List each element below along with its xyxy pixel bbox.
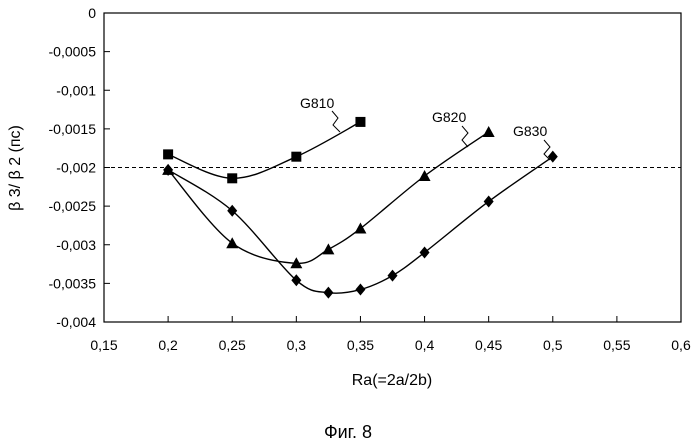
data-point-diamond — [483, 195, 494, 208]
data-point-triangle — [322, 243, 335, 255]
data-point-diamond — [355, 283, 366, 296]
x-tick-label: 0,55 — [603, 337, 630, 353]
x-tick-label: 0,3 — [287, 337, 307, 353]
data-point-square — [163, 149, 174, 160]
x-tick-label: 0,2 — [158, 337, 178, 353]
y-tick-label: -0,004 — [56, 314, 96, 330]
x-tick-label: 0,5 — [543, 337, 563, 353]
y-tick-label: -0,002 — [56, 160, 96, 176]
data-point-diamond — [227, 204, 238, 217]
series-group: G810 G820 G830 — [162, 95, 558, 299]
y-tick-label: -0,001 — [56, 82, 96, 98]
x-axis-title: Ra(=2a/2b) — [352, 372, 433, 389]
data-point-triangle — [418, 169, 431, 181]
series-label: G830 — [513, 123, 547, 139]
data-point-triangle — [226, 237, 239, 249]
x-tick-label: 0,4 — [415, 337, 435, 353]
y-tick-label: 0 — [88, 5, 96, 21]
data-point-diamond — [323, 286, 334, 299]
y-tick-label: -0,0015 — [49, 121, 97, 137]
y-tick-label: -0,003 — [56, 237, 96, 253]
series-label: G810 — [300, 95, 334, 111]
x-tick-label: 0,45 — [475, 337, 502, 353]
x-tick-label: 0,35 — [347, 337, 374, 353]
data-point-triangle — [482, 125, 495, 137]
series-g830: G830 — [163, 123, 558, 299]
data-point-square — [355, 116, 366, 127]
series-leader-line — [331, 110, 341, 133]
series-leader-line — [461, 125, 469, 148]
data-point-diamond — [547, 150, 558, 163]
series-line — [167, 121, 361, 180]
data-point-square — [227, 173, 238, 184]
series-g820: G820 — [162, 109, 495, 269]
data-point-triangle — [290, 257, 303, 269]
data-point-diamond — [419, 246, 430, 259]
x-tick-label: 0,25 — [219, 337, 246, 353]
y-tick-label: -0,0025 — [49, 198, 97, 214]
figure-caption: Фиг. 8 — [324, 422, 372, 442]
series-label: G820 — [432, 109, 466, 125]
data-point-triangle — [354, 222, 367, 234]
data-point-diamond — [291, 274, 302, 287]
x-tick-label: 0,15 — [90, 337, 117, 353]
data-point-diamond — [387, 269, 398, 282]
tick-labels: 0 -0,0005 -0,001 -0,0015 -0,002 -0,0025 -0,003… — [49, 5, 691, 353]
y-tick-label: -0,0035 — [49, 275, 97, 291]
y-axis-title: β 3/ β 2 (пс) — [7, 125, 24, 211]
y-tick-label: -0,0005 — [49, 44, 97, 60]
series-leader-line — [543, 139, 551, 161]
data-point-square — [291, 151, 302, 162]
x-tick-label: 0,6 — [671, 337, 691, 353]
series-g810: G810 — [163, 95, 366, 184]
data-point-diamond — [163, 163, 174, 176]
